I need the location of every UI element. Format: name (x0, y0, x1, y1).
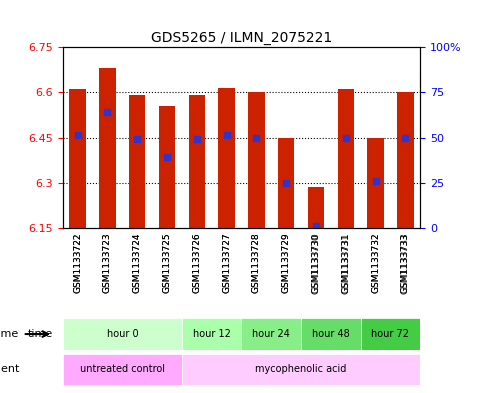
Bar (248, 92, 265, 228)
Text: GSM1133723: GSM1133723 (103, 233, 112, 294)
Text: GSM1133724: GSM1133724 (133, 232, 142, 293)
Bar (368, 138, 384, 228)
FancyBboxPatch shape (361, 318, 420, 350)
FancyBboxPatch shape (242, 318, 301, 350)
Text: agent: agent (0, 364, 19, 375)
Text: GSM1133726: GSM1133726 (192, 232, 201, 293)
Bar (218, 88, 235, 228)
FancyBboxPatch shape (182, 318, 242, 350)
Text: GSM1133723: GSM1133723 (103, 232, 112, 293)
Text: GSM1133726: GSM1133726 (192, 233, 201, 294)
Bar (129, 95, 145, 228)
Text: GSM1133725: GSM1133725 (163, 232, 171, 293)
Text: GSM1133733: GSM1133733 (401, 233, 410, 294)
Text: GSM1133730: GSM1133730 (312, 232, 320, 293)
Text: GSM1133733: GSM1133733 (401, 232, 410, 293)
Bar (308, 187, 324, 228)
Text: GSM1133725: GSM1133725 (163, 233, 171, 294)
Bar (338, 89, 354, 228)
Text: GSM1133732: GSM1133732 (371, 232, 380, 293)
Text: mycophenolic acid: mycophenolic acid (256, 364, 347, 375)
Text: GSM1133730: GSM1133730 (312, 233, 320, 294)
Bar (159, 106, 175, 228)
Title: GDS5265 / ILMN_2075221: GDS5265 / ILMN_2075221 (151, 31, 332, 45)
Text: GSM1133731: GSM1133731 (341, 232, 350, 293)
Text: GSM1133722: GSM1133722 (73, 232, 82, 293)
Text: GSM1133729: GSM1133729 (282, 233, 291, 294)
Text: time: time (0, 329, 19, 339)
Text: GSM1133727: GSM1133727 (222, 232, 231, 293)
Text: time: time (28, 329, 53, 339)
Text: GSM1133724: GSM1133724 (133, 233, 142, 293)
Text: GSM1133727: GSM1133727 (222, 233, 231, 294)
Text: GSM1133722: GSM1133722 (73, 233, 82, 293)
Text: GSM1133728: GSM1133728 (252, 233, 261, 294)
Text: hour 0: hour 0 (107, 329, 138, 339)
Bar (397, 92, 413, 228)
Text: untreated control: untreated control (80, 364, 165, 375)
FancyBboxPatch shape (63, 354, 182, 385)
Bar (70, 89, 86, 228)
Bar (189, 95, 205, 228)
Text: GSM1133728: GSM1133728 (252, 232, 261, 293)
Text: GSM1133732: GSM1133732 (371, 233, 380, 294)
Text: hour 12: hour 12 (193, 329, 231, 339)
Text: GSM1133731: GSM1133731 (341, 233, 350, 294)
Text: GSM1133729: GSM1133729 (282, 232, 291, 293)
Bar (278, 138, 294, 228)
FancyBboxPatch shape (182, 354, 420, 385)
FancyBboxPatch shape (63, 318, 182, 350)
FancyBboxPatch shape (301, 318, 361, 350)
Text: hour 48: hour 48 (312, 329, 350, 339)
Text: hour 24: hour 24 (252, 329, 290, 339)
Bar (99, 68, 115, 228)
Text: hour 72: hour 72 (371, 329, 410, 339)
